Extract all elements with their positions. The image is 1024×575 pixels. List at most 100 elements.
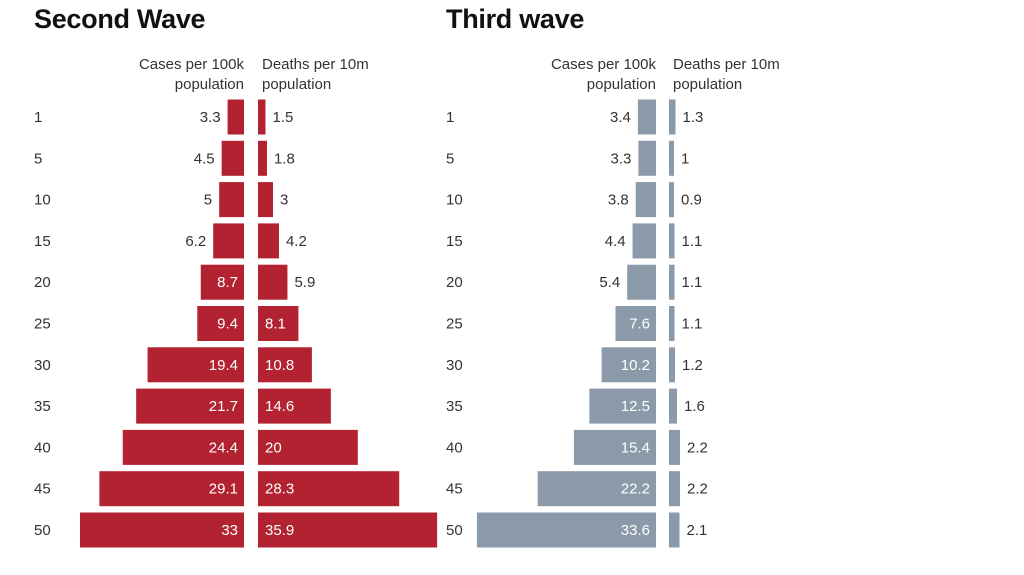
third-wave-category-label: 25 [446,316,463,333]
third-wave-cases-value-label: 12.5 [621,398,650,415]
third-wave-cases-bar [635,182,656,218]
deaths-header-line1: Deaths per 10m [262,56,369,73]
third-wave-deaths-value-label: 2.1 [687,522,708,539]
third-wave-title: Third wave [446,4,585,34]
third-wave-deaths-value-label: 1.6 [684,398,705,415]
third-wave-deaths-bar [669,264,675,300]
third-wave-cases-value-label: 15.4 [621,439,650,456]
second-wave-cases-value-label: 21.7 [209,398,238,415]
third-wave-deaths-bar [669,429,680,465]
second-wave-deaths-bar [258,429,358,465]
third-wave-deaths-bar [669,512,680,548]
third-wave-cases-value-label: 3.3 [611,150,632,167]
second-wave-cases-value-label: 9.4 [217,316,238,333]
third-wave-deaths-value-label: 1.3 [683,109,704,126]
second-wave-category-label: 35 [34,398,51,415]
second-wave-cases-bar [136,388,244,424]
third-wave-deaths-bar [669,388,677,424]
second-wave-cases-value-label: 3.3 [200,109,221,126]
second-wave-cases-bar [122,429,244,465]
second-wave-category-label: 1 [34,109,42,126]
second-wave-title: Second Wave [34,4,206,34]
second-wave-cases-value-label: 6.2 [185,233,206,250]
third-wave-deaths-value-label: 1 [681,150,689,167]
deaths-header-line2: population [262,76,332,93]
second-wave-category-label: 30 [34,357,51,374]
second-wave-deaths-bar [258,264,288,300]
second-wave-cases-value-label: 4.5 [194,150,215,167]
third-wave-category-label: 30 [446,357,463,374]
second-wave-cases-bar [200,264,244,300]
third-wave-deaths-value-label: 1.1 [682,316,703,333]
second-wave-category-label: 10 [34,192,51,209]
second-wave-deaths-value-label: 5.9 [294,274,315,291]
third-wave-deaths-header: Deaths per 10m population [673,55,813,95]
third-wave-category-label: 45 [446,481,463,498]
third-wave-cases-value-label: 10.2 [621,357,650,374]
second-wave-deaths-value-label: 3 [280,192,288,209]
second-wave-deaths-value-label: 10.8 [265,357,294,374]
third-wave-deaths-value-label: 1.1 [682,233,703,250]
third-wave-category-label: 40 [446,439,463,456]
second-wave-cases-bar [219,182,244,218]
second-wave-deaths-bar [258,388,331,424]
second-wave-cases-value-label: 19.4 [209,357,238,374]
third-wave-cases-bar [627,264,656,300]
second-wave-deaths-value-label: 1.5 [272,109,293,126]
second-wave-category-label: 45 [34,481,51,498]
third-wave-cases-bar [638,140,656,176]
third-wave-cases-bar [573,429,656,465]
second-wave-category-label: 25 [34,316,51,333]
second-wave-deaths-header: Deaths per 10m population [262,55,402,95]
second-wave-category-label: 5 [34,150,42,167]
third-wave-deaths-bar [669,99,676,135]
second-wave-deaths-bar [258,182,273,218]
second-wave-deaths-bar [258,347,312,383]
cases-header-line1: Cases per 100k [550,56,656,73]
third-wave-cases-bar [637,99,656,135]
second-wave-cases-header: Cases per 100k population [120,55,244,95]
third-wave-cases-value-label: 4.4 [605,233,626,250]
third-wave-cases-bar [476,512,656,548]
third-wave-deaths-bar [669,347,675,383]
third-wave-deaths-value-label: 1.1 [682,274,703,291]
third-wave-deaths-bar [669,306,675,341]
third-wave-category-label: 35 [446,398,463,415]
third-wave-deaths-value-label: 2.2 [687,481,708,498]
second-wave-cases-bar [147,347,244,383]
second-wave-deaths-bar [258,512,438,548]
second-wave-cases-bar [79,512,245,548]
third-wave-cases-bar [589,388,656,424]
third-wave-deaths-value-label: 2.2 [687,439,708,456]
second-wave-deaths-bar [258,306,299,341]
third-wave-cases-bar [537,471,656,507]
third-wave-category-label: 20 [446,274,463,291]
second-wave-category-label: 20 [34,274,51,291]
second-wave-cases-bar [227,99,244,135]
third-wave-deaths-value-label: 1.2 [682,357,703,374]
cases-header-line2: population [174,76,244,93]
third-wave-cases-value-label: 33.6 [621,522,650,539]
third-wave-cases-bar [601,347,656,383]
deaths-header-line2: population [673,76,743,93]
second-wave-cases-bar [197,306,244,341]
second-wave-deaths-value-label: 28.3 [265,481,294,498]
second-wave-cases-value-label: 5 [204,192,212,209]
third-wave-cases-bar [615,306,656,341]
second-wave-category-label: 40 [34,439,51,456]
second-wave-deaths-value-label: 20 [265,439,282,456]
second-wave-deaths-value-label: 35.9 [265,522,294,539]
third-wave-deaths-bar [669,182,674,218]
third-wave-deaths-bar [669,140,674,176]
third-wave-category-label: 15 [446,233,463,250]
third-wave-category-label: 10 [446,192,463,209]
third-wave-cases-value-label: 3.4 [610,109,631,126]
third-wave-cases-value-label: 7.6 [629,316,650,333]
second-wave-cases-value-label: 8.7 [217,274,238,291]
second-wave-cases-bar [213,223,244,259]
second-wave-deaths-value-label: 14.6 [265,398,294,415]
second-wave-cases-bar [221,140,244,176]
cases-header-line2: population [586,76,656,93]
third-wave-deaths-bar [669,471,680,507]
